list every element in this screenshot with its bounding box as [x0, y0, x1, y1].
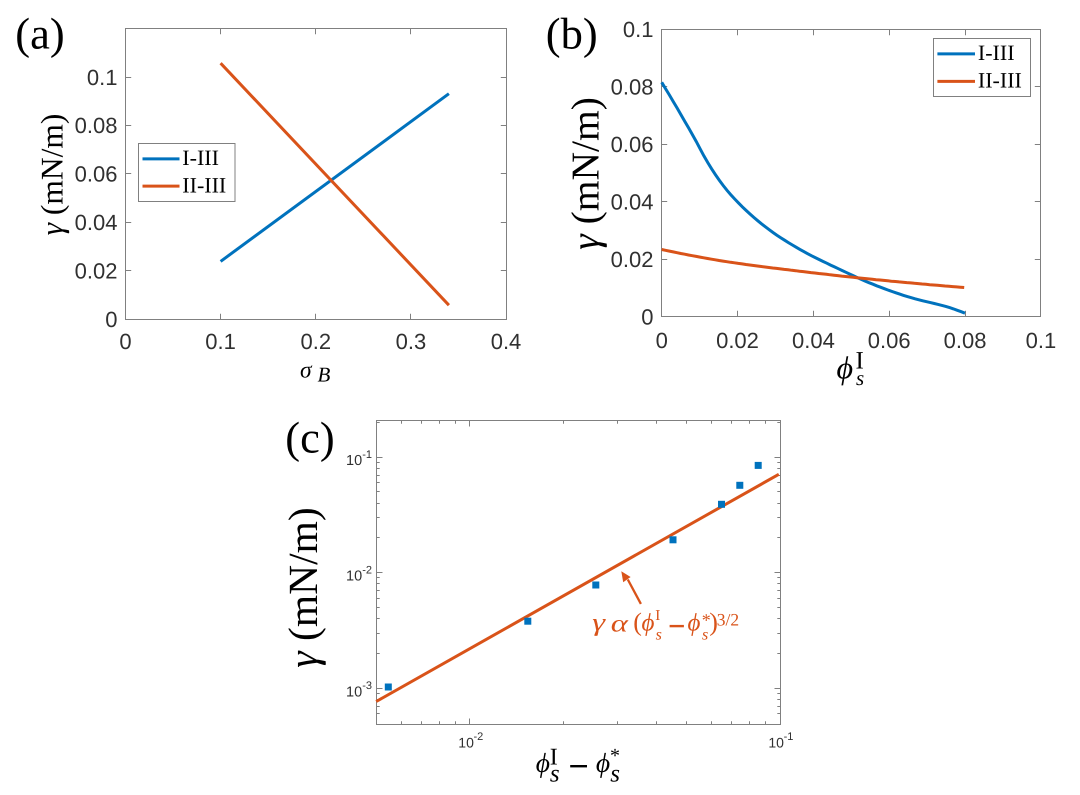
svg-text:γ (mN/m): γ (mN/m)	[563, 97, 607, 250]
svg-text:ϕ: ϕ	[688, 610, 701, 637]
svg-text:-2: -2	[362, 565, 372, 577]
svg-text:0: 0	[105, 307, 117, 332]
svg-text:0.4: 0.4	[491, 329, 522, 354]
svg-text:10: 10	[768, 734, 784, 750]
svg-text:s: s	[610, 760, 620, 787]
svg-text:γ (mN/m): γ (mN/m)	[280, 507, 326, 667]
svg-text:II-III: II-III	[978, 68, 1022, 93]
svg-text:0.1: 0.1	[205, 329, 236, 354]
svg-text:s: s	[550, 760, 560, 787]
svg-text:II-III: II-III	[182, 172, 226, 197]
svg-text:0.2: 0.2	[301, 329, 332, 354]
svg-text:I-III: I-III	[978, 40, 1015, 65]
svg-text:γ (mN/m): γ (mN/m)	[34, 114, 69, 236]
svg-text:0.06: 0.06	[75, 162, 118, 187]
svg-text:ϕ: ϕ	[596, 747, 610, 778]
svg-text:B: B	[318, 362, 331, 386]
svg-text:0.3: 0.3	[396, 329, 427, 354]
svg-text:s: s	[702, 627, 708, 644]
svg-text:0: 0	[656, 328, 668, 353]
svg-text:σ: σ	[300, 358, 313, 384]
svg-text:0.02: 0.02	[611, 247, 654, 272]
svg-text:10: 10	[346, 684, 362, 700]
svg-text:-1: -1	[362, 449, 372, 461]
svg-text:0.1: 0.1	[1026, 328, 1057, 353]
svg-text:0.08: 0.08	[944, 328, 987, 353]
svg-text:I: I	[655, 608, 660, 624]
svg-text:10: 10	[458, 734, 474, 750]
svg-text:(a): (a)	[15, 9, 64, 59]
svg-text:-1: -1	[784, 731, 794, 743]
svg-text:I-III: I-III	[182, 145, 219, 170]
svg-text:-2: -2	[474, 731, 484, 743]
svg-text:s: s	[656, 627, 662, 644]
svg-text:0.04: 0.04	[611, 189, 654, 214]
svg-text:0.04: 0.04	[75, 210, 118, 235]
svg-text:γ: γ	[592, 610, 606, 637]
svg-text:0.1: 0.1	[623, 17, 654, 42]
svg-text:3/2: 3/2	[717, 609, 739, 629]
svg-text:ϕ: ϕ	[837, 350, 854, 386]
svg-text:(: (	[633, 607, 642, 636]
svg-text:I: I	[550, 745, 558, 771]
svg-text:0.02: 0.02	[75, 258, 118, 283]
svg-text:0.04: 0.04	[792, 328, 835, 353]
svg-text:I: I	[856, 348, 864, 375]
svg-text:0.08: 0.08	[611, 74, 654, 99]
svg-text:10: 10	[346, 453, 362, 469]
svg-text:0: 0	[641, 304, 653, 329]
svg-text:ϕ: ϕ	[536, 747, 550, 778]
svg-text:10: 10	[346, 569, 362, 585]
svg-text:): )	[709, 607, 718, 636]
svg-text:0.02: 0.02	[716, 328, 759, 353]
svg-text:*: *	[702, 610, 711, 630]
svg-text:(c): (c)	[285, 413, 334, 463]
svg-text:-3: -3	[362, 680, 372, 692]
svg-text:0.08: 0.08	[75, 113, 118, 138]
svg-text:s: s	[856, 366, 864, 390]
svg-text:α: α	[611, 611, 630, 638]
svg-text:*: *	[610, 745, 620, 767]
svg-text:0.1: 0.1	[87, 65, 118, 90]
svg-text:ϕ: ϕ	[642, 610, 655, 637]
svg-text:(b): (b)	[546, 9, 598, 59]
svg-text:0: 0	[119, 329, 131, 354]
svg-text:0.06: 0.06	[611, 132, 654, 157]
svg-text:0.06: 0.06	[868, 328, 911, 353]
